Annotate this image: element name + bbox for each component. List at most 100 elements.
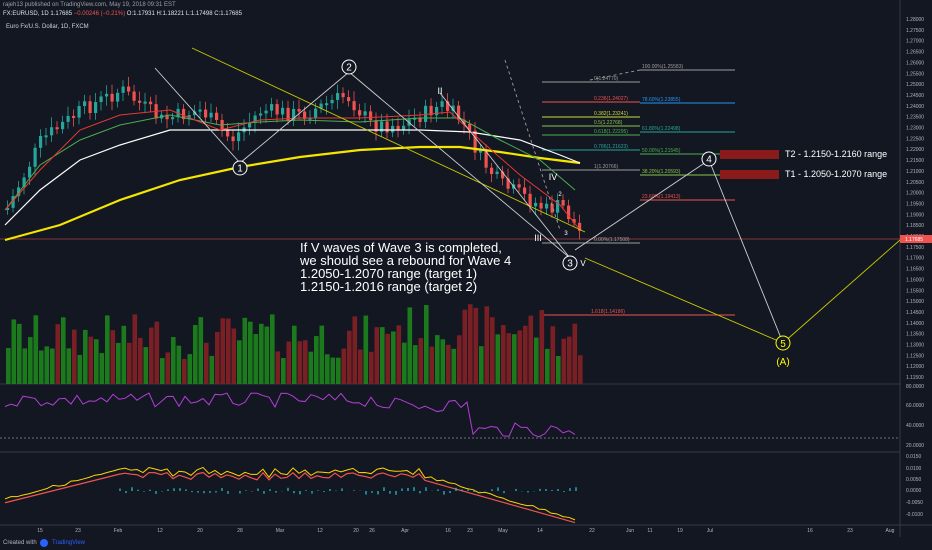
time-tick-label: Mar <box>276 528 285 534</box>
price-tick-label: 1.28000 <box>906 17 924 23</box>
ma-200-line <box>4 145 581 242</box>
time-tick-label: 14 <box>537 528 543 534</box>
volume-bar <box>451 348 457 384</box>
candle-body <box>253 115 257 123</box>
fib-ext-label: 23.60%(1.19413) <box>642 194 681 200</box>
volume-bar <box>358 349 363 384</box>
target-t2-box <box>720 150 768 160</box>
volume-bar <box>297 341 303 384</box>
volume-bar <box>506 333 512 384</box>
candle-body <box>275 104 279 115</box>
volume-bar <box>418 338 424 384</box>
volume-bar <box>11 319 17 384</box>
fib-ext-label: 100.00%(1.25583) <box>642 64 683 70</box>
candle-body <box>55 127 59 130</box>
volume-bar <box>132 314 138 384</box>
volume-bar <box>127 342 132 384</box>
time-tick-label: 23 <box>467 528 473 534</box>
price-tick-label: 1.17500 <box>906 245 924 251</box>
volume-bar <box>116 342 121 384</box>
macd-tick-label: 0.0000 <box>906 488 922 494</box>
price-tick-label: 1.13500 <box>906 332 924 338</box>
candle-body <box>264 110 268 114</box>
time-tick-label: 22 <box>589 528 595 534</box>
price-tick-label: 1.24500 <box>906 93 924 99</box>
candle-body <box>116 92 120 102</box>
volume-bar <box>517 330 523 384</box>
candle-body <box>88 101 92 114</box>
moving-averages <box>4 109 581 524</box>
price-tick-label: 1.19000 <box>906 212 924 218</box>
price-tick-label: 1.25500 <box>906 71 924 77</box>
volume-bar <box>330 357 336 384</box>
volume-bar <box>374 327 380 384</box>
volume-bar <box>561 338 567 384</box>
ma-100-line <box>4 129 581 226</box>
candle-body <box>556 199 560 213</box>
volume-bar <box>396 325 402 384</box>
volume-bar <box>154 321 160 384</box>
rsi-tick-label: 20.0000 <box>906 443 924 449</box>
time-tick-label: Jul <box>707 528 713 534</box>
wave-2-label: 2 <box>346 63 352 74</box>
candle-body <box>292 108 296 121</box>
volume-bar <box>523 325 528 384</box>
price-tick-label: 1.15500 <box>906 288 924 294</box>
fibonacci-retracement[interactable]: 0(1.24770) 0.236(1.24027) 0.382(1.23241) 0.… <box>540 64 735 316</box>
target-t1-box2 <box>766 170 779 180</box>
macd-tick-label: 0.0100 <box>906 466 922 472</box>
time-tick-label: 23 <box>847 528 853 534</box>
fib-level-label: 0.236(1.24027) <box>594 96 628 102</box>
volume-bar <box>264 326 270 384</box>
drawing-lines[interactable] <box>154 47 901 344</box>
rsi-line <box>4 392 576 438</box>
volume-bar <box>429 346 435 384</box>
candle-body <box>182 108 186 120</box>
time-tick-label: 26 <box>369 528 375 534</box>
price-tick-label: 1.23000 <box>906 126 924 132</box>
fib-ext-label: 38.20%(1.20593) <box>642 169 681 175</box>
candle-body <box>44 135 48 138</box>
target-t2[interactable]: T2 - 1.2150-1.2160 range <box>720 149 890 160</box>
volume-bar <box>237 340 242 384</box>
volume-bar <box>435 335 440 384</box>
candle-body <box>479 150 483 153</box>
candle-body <box>209 112 213 118</box>
volume-bar <box>50 348 55 384</box>
target-t2-label: T2 - 1.2150-1.2160 range <box>785 149 888 159</box>
target-t1[interactable]: T1 - 1.2050-1.2070 range <box>720 169 890 180</box>
price-tick-label: 1.21000 <box>906 169 924 175</box>
symbol-label[interactable]: FX:EURUSD, 1D <box>3 11 49 17</box>
candle-body <box>198 109 202 112</box>
candle-body <box>534 202 538 207</box>
volume-bar <box>176 345 182 384</box>
price-tick-label: 1.26500 <box>906 50 924 56</box>
time-tick-label: 12 <box>317 528 323 534</box>
candle-body <box>83 101 87 107</box>
candle-body <box>286 107 290 121</box>
volume-bar <box>110 330 116 384</box>
time-tick-label: 28 <box>237 528 243 534</box>
time-tick-label: 16 <box>445 528 451 534</box>
target-t1-box <box>720 170 768 180</box>
candle-body <box>297 108 301 112</box>
rsi-tick-label: 40.0000 <box>906 423 924 429</box>
volume-bar <box>528 315 534 384</box>
volume-bar <box>402 342 407 384</box>
current-price-label: 1.17685 <box>905 237 923 243</box>
volume-bar <box>226 318 231 384</box>
volume-bar <box>380 327 385 384</box>
candle-body <box>501 171 505 179</box>
candle-body <box>462 119 466 124</box>
chart-title: Euro Fx/U.S. Dollar, 1D, FXCM <box>6 24 89 30</box>
volume-bar <box>550 326 556 384</box>
footer-brand[interactable]: TradingView <box>52 540 86 546</box>
candle-body <box>572 219 576 223</box>
candle-body <box>77 106 81 118</box>
ohlc-line: FX:EURUSD, 1D 1.17685 −0.00246 (−0.21%) … <box>3 11 242 17</box>
price-tick-label: 1.20500 <box>906 180 924 186</box>
candle-body <box>567 205 571 220</box>
wave-5-projection <box>708 159 784 344</box>
price-tick-label: 1.24000 <box>906 104 924 110</box>
